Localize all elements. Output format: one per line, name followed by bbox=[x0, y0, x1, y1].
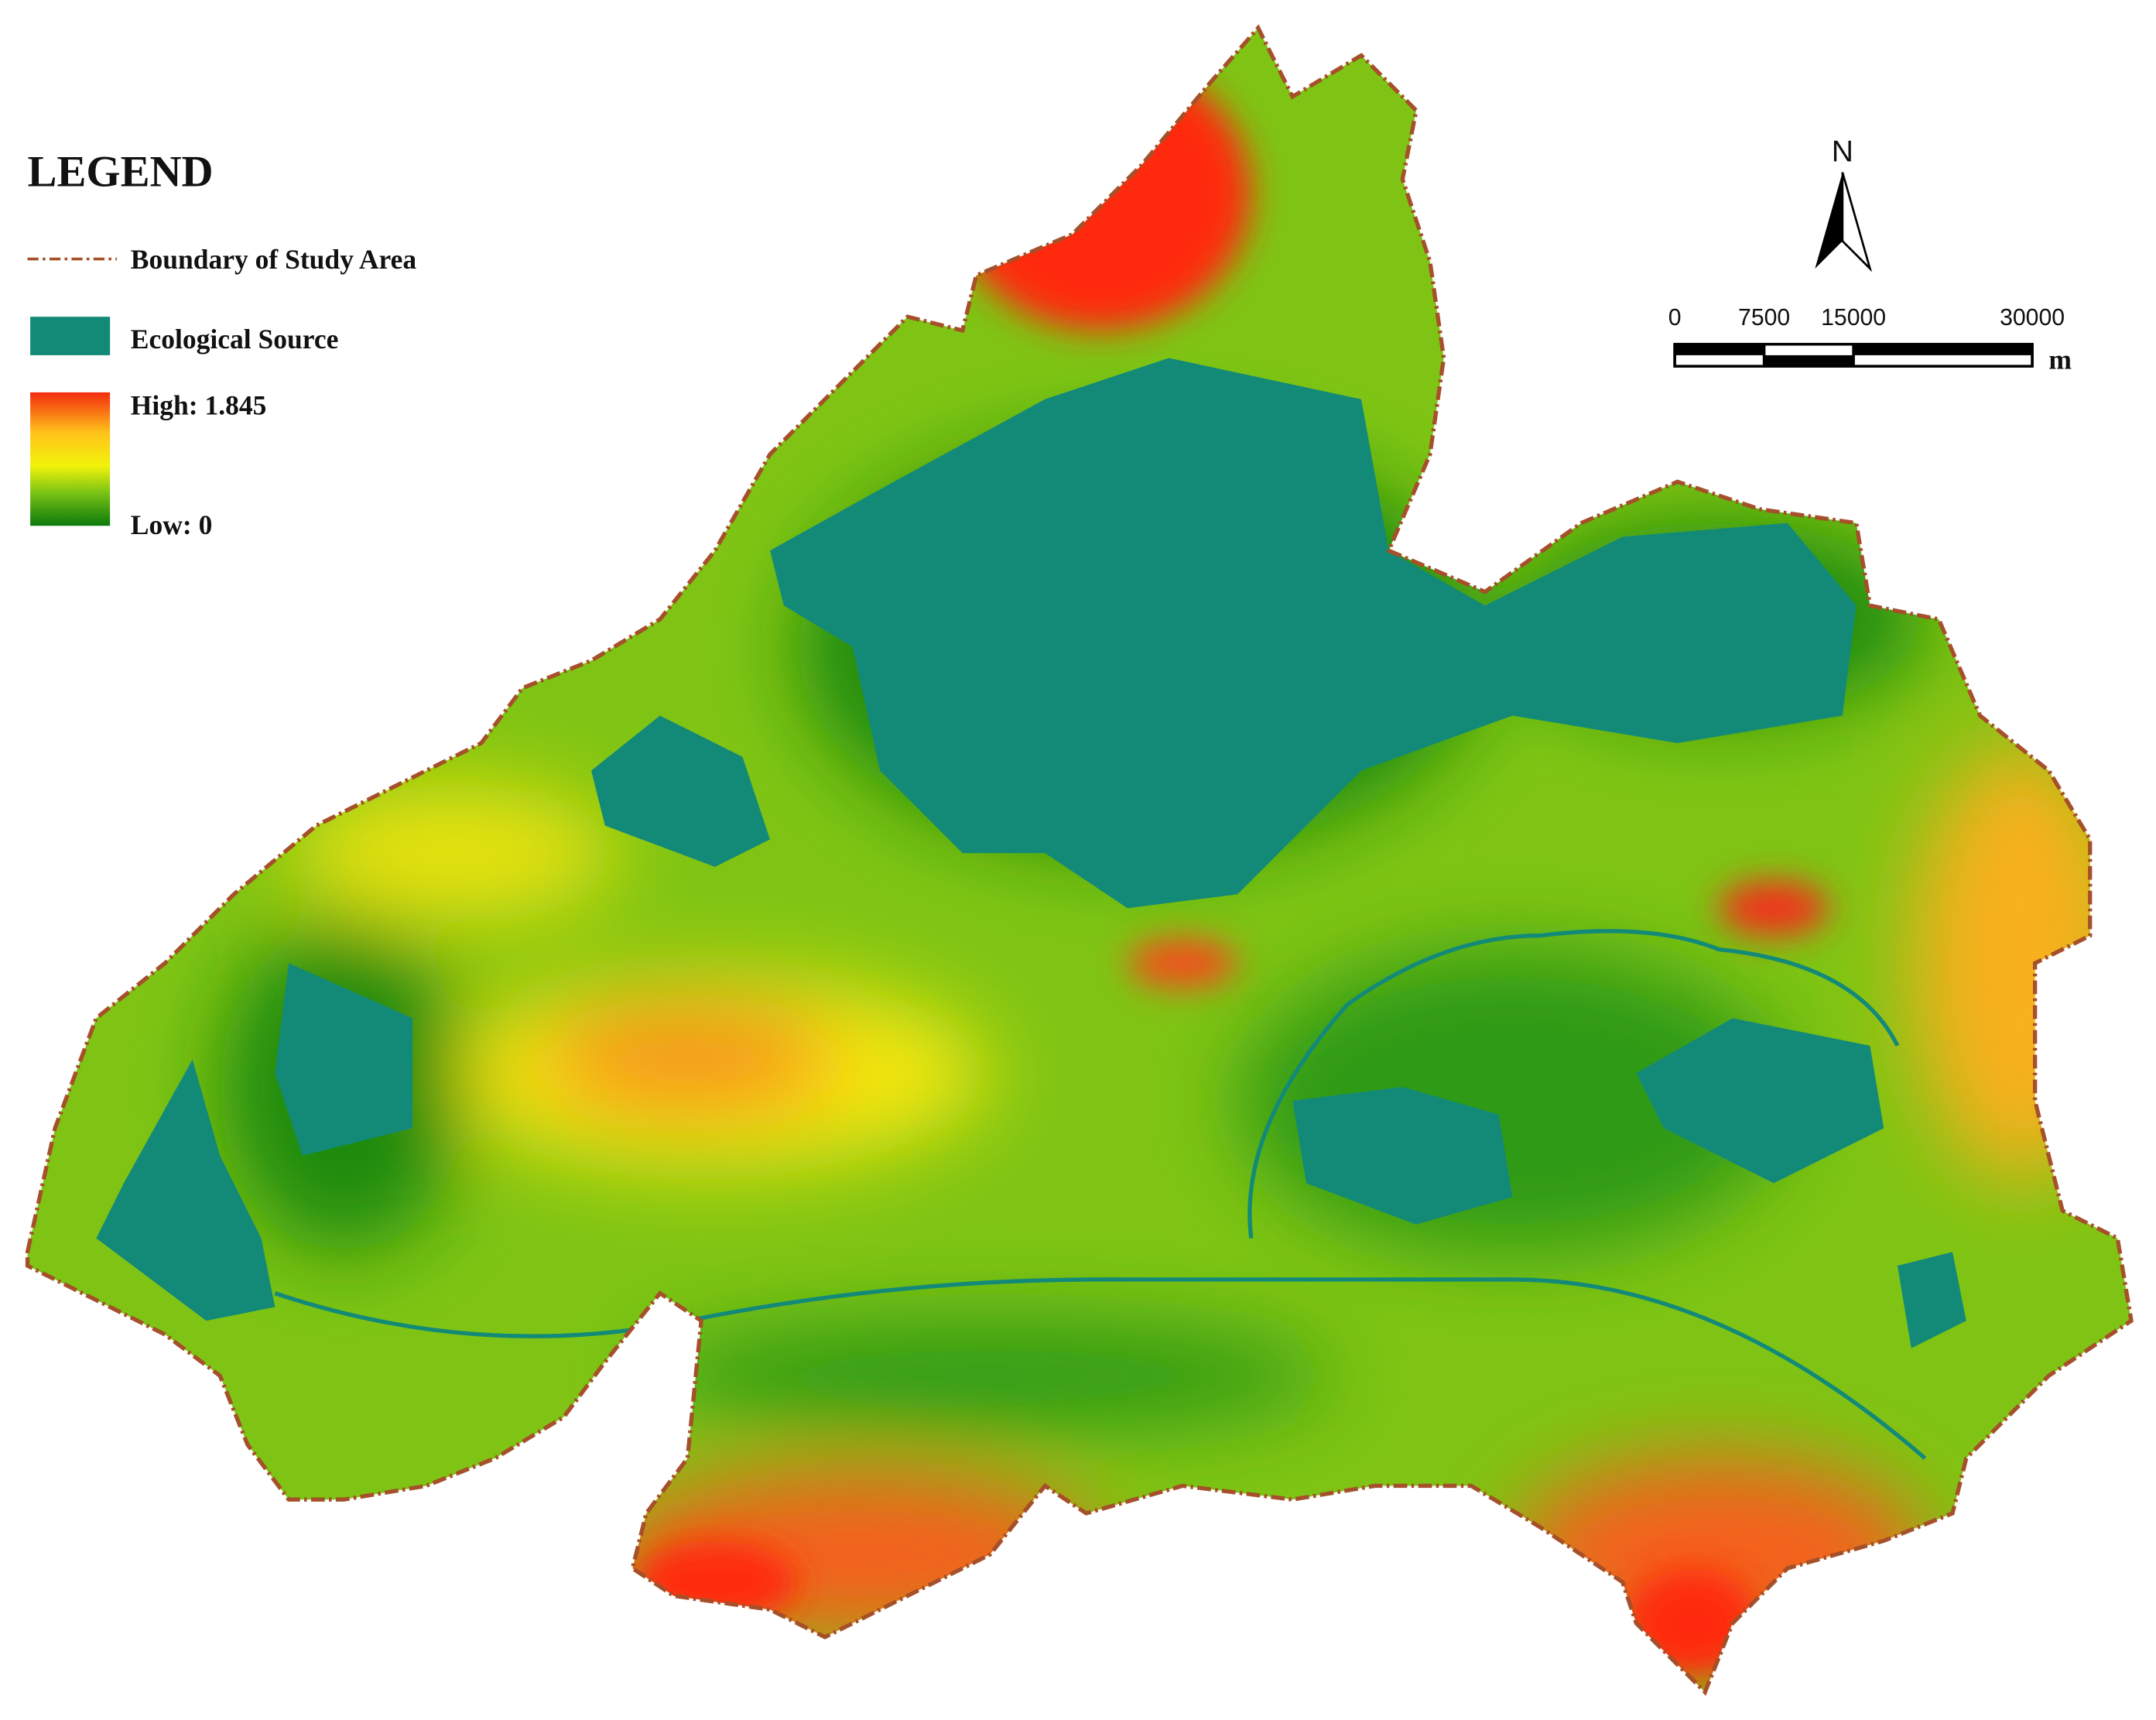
north-arrow-right bbox=[1841, 172, 1873, 272]
north-label: N bbox=[1832, 135, 1853, 168]
legend-source-symbol bbox=[30, 317, 111, 355]
north-arrow: N bbox=[1815, 135, 1873, 272]
scale-bar-segment bbox=[1675, 344, 1764, 355]
legend-low-label: Low: 0 bbox=[131, 509, 213, 540]
north-arrow-left bbox=[1815, 172, 1843, 269]
legend-color-ramp bbox=[30, 392, 111, 526]
legend-source-label: Ecological Source bbox=[131, 324, 339, 355]
legend-boundary-label: Boundary of Study Area bbox=[131, 244, 417, 275]
scale-bar-label: 15000 bbox=[1821, 305, 1886, 331]
scale-bar-label: 0 bbox=[1668, 305, 1682, 331]
scale-bar-label: 7500 bbox=[1738, 305, 1790, 331]
legend-title: LEGEND bbox=[28, 147, 214, 196]
legend-high-label: High: 1.845 bbox=[131, 389, 267, 420]
scale-bar-segment bbox=[1764, 355, 1854, 367]
ecological-source-patches bbox=[96, 358, 1966, 1348]
study-area-boundary bbox=[25, 24, 2134, 1696]
scale-bar: 0 7500 15000 30000 m bbox=[1668, 305, 2072, 375]
scale-bar-segment bbox=[1853, 344, 2033, 355]
scale-bar-label: 30000 bbox=[2000, 305, 2065, 331]
scale-bar-unit: m bbox=[2048, 344, 2072, 375]
